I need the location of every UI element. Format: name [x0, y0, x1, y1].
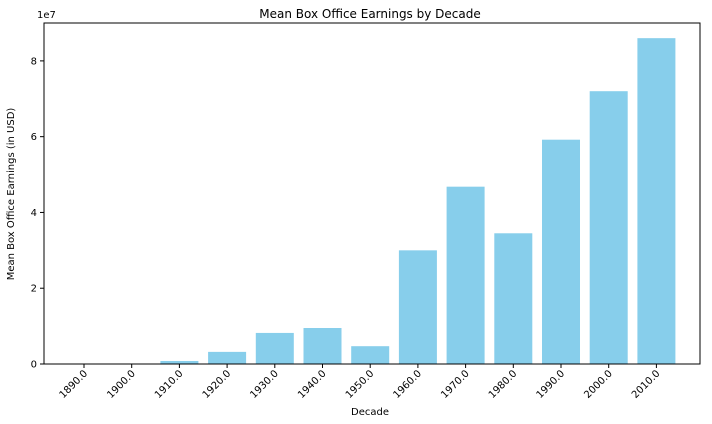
bar-1970.0 — [446, 186, 485, 364]
x-tick-label-1890.0: 1890.0 — [58, 368, 91, 401]
bars-group — [160, 38, 676, 365]
x-tick-label-1980.0: 1980.0 — [487, 368, 520, 401]
bar-1940.0 — [303, 328, 342, 364]
plot-frame — [43, 22, 701, 365]
bar-1960.0 — [398, 250, 437, 364]
y-axis-label: Mean Box Office Earnings (in USD) — [6, 108, 17, 281]
bar-1910.0 — [160, 360, 199, 364]
y-tick-label-4: 4 — [31, 208, 37, 219]
x-tick-label-1990.0: 1990.0 — [535, 368, 568, 401]
y-tick-label-6: 6 — [31, 132, 37, 143]
y-scale-label: 1e7 — [37, 10, 56, 21]
y-tick-label-0: 0 — [31, 360, 37, 371]
x-tick-label-1900.0: 1900.0 — [105, 368, 138, 401]
x-tick-label-1960.0: 1960.0 — [391, 368, 424, 401]
x-tick-label-1910.0: 1910.0 — [153, 368, 186, 401]
y-axis: 0 2 4 6 8 — [31, 56, 44, 371]
x-tick-label-1970.0: 1970.0 — [439, 368, 472, 401]
bar-1930.0 — [255, 332, 294, 364]
x-axis: 1890.0 1900.0 1910.0 1920.0 1930.0 1940.0 1950… — [58, 364, 663, 401]
x-tick-label-1920.0: 1920.0 — [201, 368, 234, 401]
x-tick-label-2010.0: 2010.0 — [630, 368, 663, 401]
bar-1950.0 — [351, 346, 390, 364]
bar-2000.0 — [589, 91, 628, 364]
x-tick-label-1940.0: 1940.0 — [296, 368, 329, 401]
bar-1990.0 — [542, 139, 580, 364]
bar-1980.0 — [494, 233, 533, 364]
x-tick-label-1950.0: 1950.0 — [344, 368, 377, 401]
bar-2010.0 — [637, 38, 676, 365]
y-tick-label-8: 8 — [31, 56, 37, 67]
y-tick-label-2: 2 — [31, 284, 37, 295]
bar-1920.0 — [208, 351, 247, 364]
x-axis-label: Decade — [351, 407, 389, 418]
x-tick-label-2000.0: 2000.0 — [582, 368, 615, 401]
chart-title: Mean Box Office Earnings by Decade — [259, 7, 480, 21]
x-tick-label-1930.0: 1930.0 — [248, 368, 281, 401]
